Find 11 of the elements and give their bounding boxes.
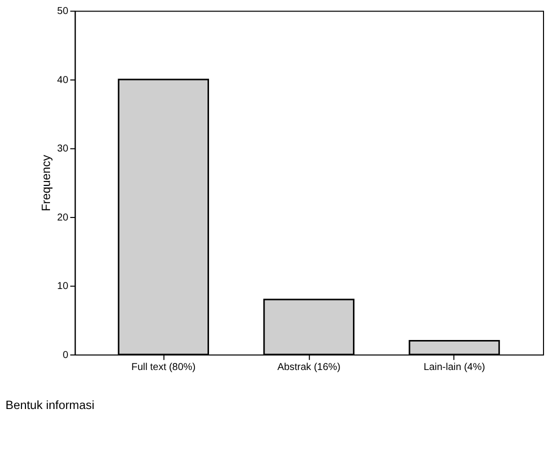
x-tick-label: Lain-lain (4%) [424,362,486,373]
y-tick-label: 50 [57,6,69,18]
x-tick-label: Abstrak (16%) [277,362,340,373]
x-axis-title: Bentuk informasi [5,398,94,412]
y-axis-title: Frequency [39,154,54,212]
y-tick-label: 10 [57,281,69,292]
y-tick-label: 0 [62,350,69,361]
y-tick-label: 20 [57,212,69,224]
y-tick-label: 30 [57,144,69,155]
y-tick-label: 40 [57,74,69,86]
x-tick-label: Full text (80%) [131,362,196,373]
